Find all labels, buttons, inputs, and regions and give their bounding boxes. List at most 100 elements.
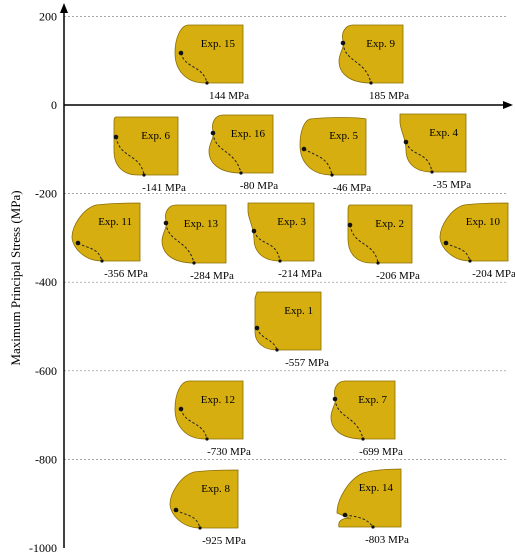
crack-origin-dot [444, 241, 449, 246]
specimen-shape [114, 117, 178, 175]
specimen-exp-1: Exp. 1 -557 MPa [255, 292, 329, 369]
specimen-exp-12: Exp. 12 -730 MPa [175, 381, 251, 458]
crack-end-dot [371, 525, 374, 528]
specimen-shape [400, 114, 466, 172]
specimen-shape [348, 205, 412, 263]
experiment-label: Exp. 16 [231, 128, 266, 140]
crack-end-dot [369, 81, 372, 84]
specimen-shape [440, 203, 508, 261]
stress-value-label: -699 MPa [359, 446, 403, 458]
experiment-label: Exp. 8 [201, 483, 230, 495]
crack-end-dot [361, 437, 364, 440]
experiment-label: Exp. 5 [329, 130, 358, 142]
experiment-label: Exp. 3 [277, 216, 306, 228]
crack-end-dot [205, 81, 208, 84]
crack-end-dot [205, 437, 208, 440]
y-tick-label: -200 [35, 187, 57, 201]
specimen-shape [255, 292, 321, 350]
crack-origin-dot [179, 51, 184, 56]
crack-end-dot [468, 259, 471, 262]
crack-origin-dot [174, 508, 179, 513]
crack-origin-dot [255, 326, 260, 331]
specimen-exp-7: Exp. 7 -699 MPa [331, 381, 403, 458]
specimen-shape [337, 469, 401, 527]
crack-end-dot [239, 171, 242, 174]
y-tick-label: -1000 [29, 541, 57, 555]
crack-origin-dot [302, 147, 307, 152]
crack-origin-dot [404, 140, 409, 145]
specimen-shape [248, 203, 314, 261]
crack-end-dot [376, 261, 379, 264]
crack-end-dot [278, 259, 281, 262]
crack-end-dot [275, 348, 278, 351]
specimen-exp-16: Exp. 16 -80 MPa [209, 115, 278, 192]
y-tick-label: 200 [39, 9, 57, 23]
specimen-exp-4: Exp. 4 -35 MPa [400, 114, 471, 191]
specimen-shape [339, 25, 403, 83]
crack-origin-dot [252, 229, 257, 234]
specimen-exp-3: Exp. 3 -214 MPa [248, 203, 322, 280]
crack-origin-dot [76, 241, 81, 246]
specimen-exp-11: Exp. 11 -356 MPa [72, 203, 148, 280]
y-tick-label: -400 [35, 275, 57, 289]
specimen-exp-13: Exp. 13 -284 MPa [162, 205, 234, 282]
crack-end-dot [142, 173, 145, 176]
experiment-label: Exp. 1 [284, 305, 313, 317]
crack-origin-dot [341, 41, 346, 46]
stress-value-label: -214 MPa [278, 268, 322, 280]
experiment-label: Exp. 9 [366, 38, 395, 50]
crack-origin-dot [164, 221, 169, 226]
specimen-exp-5: Exp. 5 -46 MPa [300, 118, 371, 195]
stress-value-label: -803 MPa [365, 534, 409, 546]
experiment-label: Exp. 12 [201, 394, 235, 406]
y-tick-label: 0 [51, 98, 57, 112]
crack-origin-dot [343, 513, 348, 518]
crack-origin-dot [348, 223, 353, 228]
crack-origin-dot [333, 397, 338, 402]
stress-value-label: -557 MPa [285, 357, 329, 369]
specimen-shape [209, 115, 273, 173]
specimen-exp-6: Exp. 6 -141 MPa [114, 117, 186, 194]
y-tick-labels: 200 0 -200 -400 -600 -800 -1000 [29, 9, 57, 555]
crack-end-dot [192, 261, 195, 264]
experiment-label: Exp. 10 [466, 216, 501, 228]
specimen-shape [175, 381, 243, 439]
stress-value-label: -730 MPa [207, 446, 251, 458]
x-axis-arrow [503, 101, 513, 109]
crack-origin-dot [114, 135, 119, 140]
specimen-exp-2: Exp. 2 -206 MPa [348, 205, 420, 282]
experiment-label: Exp. 2 [375, 218, 404, 230]
crack-end-dot [330, 173, 333, 176]
crack-end-dot [430, 170, 433, 173]
experiment-label: Exp. 14 [359, 482, 394, 494]
specimen-exp-10: Exp. 10 -204 MPa [440, 203, 515, 280]
experiment-label: Exp. 15 [201, 38, 236, 50]
specimen-shape [162, 205, 226, 263]
specimen-exp-15: Exp. 15 144 MPa [175, 25, 249, 102]
specimen-shape [300, 118, 366, 176]
crack-end-dot [198, 526, 201, 529]
specimen-shape [72, 203, 140, 261]
experiment-label: Exp. 4 [429, 127, 458, 139]
specimen-exp-14: Exp. 14 -803 MPa [337, 469, 409, 546]
stress-value-label: -206 MPa [376, 270, 420, 282]
specimen-exp-9: Exp. 9 185 MPa [339, 25, 409, 102]
y-axis-arrow [60, 3, 68, 13]
specimen-marks: Exp. 15 144 MPa Exp. 9 185 MPa Exp. 6 -141 MP… [72, 25, 515, 547]
experiment-label: Exp. 11 [98, 216, 132, 228]
specimen-shape [175, 25, 243, 83]
stress-value-label: 185 MPa [369, 90, 409, 102]
experiment-label: Exp. 13 [184, 218, 219, 230]
stress-value-label: -141 MPa [142, 182, 186, 194]
crack-end-dot [100, 259, 103, 262]
experiment-label: Exp. 6 [141, 130, 170, 142]
crack-origin-dot [179, 407, 184, 412]
stress-value-label: 144 MPa [209, 90, 249, 102]
y-tick-label: -800 [35, 452, 57, 466]
experiment-label: Exp. 7 [358, 394, 387, 406]
stress-value-label: -356 MPa [104, 268, 148, 280]
y-axis-title: Maximum Principal Stress (MPa) [8, 190, 23, 365]
stress-value-label: -80 MPa [240, 180, 278, 192]
specimen-shape [170, 470, 238, 528]
